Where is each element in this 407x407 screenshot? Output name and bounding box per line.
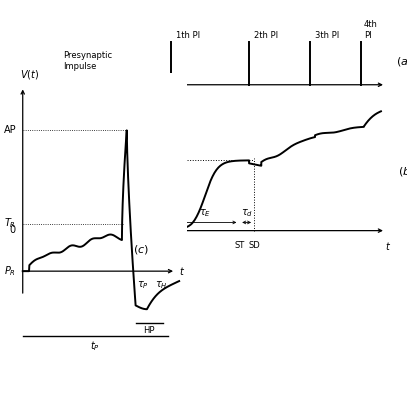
Text: $(a)$: $(a)$	[396, 55, 407, 68]
Text: $E(t)$: $E(t)$	[150, 91, 169, 104]
Text: $\tau_P$: $\tau_P$	[137, 279, 149, 291]
Text: $t$: $t$	[385, 240, 392, 252]
Text: $t$: $t$	[179, 265, 185, 277]
Text: $\tau_H$: $\tau_H$	[155, 279, 168, 291]
Text: $t_P$: $t_P$	[90, 340, 100, 353]
Text: 3th PI: 3th PI	[315, 31, 339, 39]
Text: $E_j$: $E_j$	[140, 153, 150, 168]
Text: 1th PI: 1th PI	[176, 31, 200, 39]
Text: $\tau_d$: $\tau_d$	[241, 207, 253, 219]
Text: $V(t)$: $V(t)$	[20, 68, 39, 81]
Text: SD: SD	[165, 241, 177, 250]
Text: $(c)$: $(c)$	[133, 243, 149, 256]
Text: $P_R$: $P_R$	[4, 264, 16, 278]
Text: ST: ST	[234, 241, 245, 250]
Text: 4th
PI: 4th PI	[364, 20, 378, 39]
Text: $\tau_E$: $\tau_E$	[199, 207, 211, 219]
Text: Presynaptic
Impulse: Presynaptic Impulse	[63, 51, 113, 71]
Text: $T_R$: $T_R$	[4, 217, 16, 230]
Text: SD: SD	[248, 241, 260, 250]
Text: $(b)$: $(b)$	[398, 165, 407, 178]
Text: 2th PI: 2th PI	[254, 31, 278, 39]
Text: HP: HP	[144, 326, 155, 335]
Text: AP: AP	[4, 125, 16, 136]
Text: $0$: $0$	[9, 223, 16, 235]
